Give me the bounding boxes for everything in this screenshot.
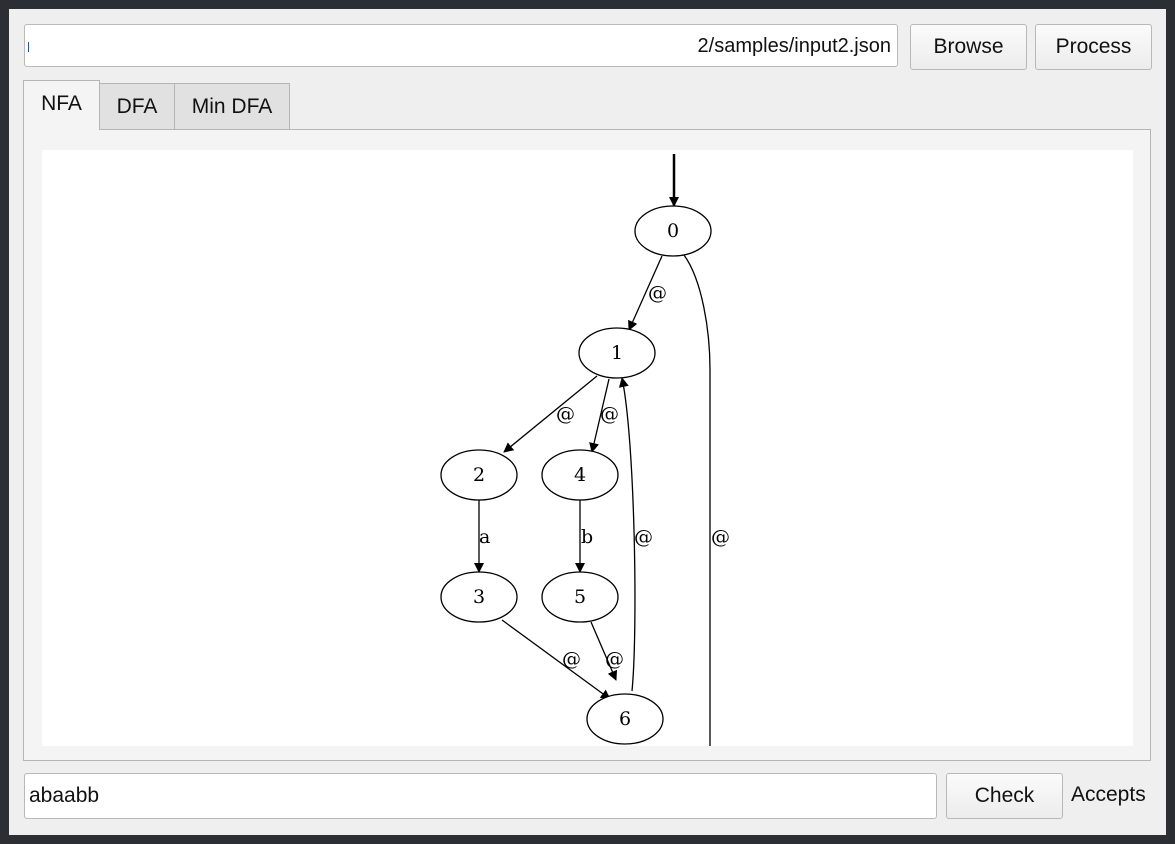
tab-dfa[interactable]: DFA — [99, 83, 175, 130]
state-label-5: 5 — [574, 586, 586, 608]
edge-5-6 — [590, 621, 618, 681]
edge-label-4-5: b — [581, 526, 593, 548]
edge-label-1-2: @ — [556, 403, 575, 425]
file-path-input[interactable]: 2/samples/input2.json — [24, 24, 898, 67]
state-label-0: 0 — [667, 220, 679, 242]
edge-1-4 — [589, 378, 610, 453]
process-button[interactable]: Process — [1035, 24, 1152, 70]
edge-label-0-1: @ — [648, 282, 667, 304]
file-path-value: 2/samples/input2.json — [697, 35, 891, 57]
state-node-3: 3 — [440, 571, 518, 623]
result-label: Accepts — [1071, 783, 1146, 806]
edge-6-1 — [618, 377, 636, 692]
main-window: 2/samples/input2.json Browse Process NFA… — [9, 9, 1166, 835]
edge-3-6 — [501, 619, 611, 700]
test-string-input[interactable]: abaabb — [24, 773, 937, 819]
state-label-6: 6 — [619, 708, 631, 730]
edge-1-2 — [503, 375, 598, 453]
edge-label-6-1: @ — [634, 526, 653, 548]
nfa-graph: @ @ @ a b @ @ @ @ 0 1 — [440, 154, 730, 746]
tab-panel: @ @ @ a b @ @ @ @ 0 1 — [23, 129, 1151, 761]
text-caret — [28, 42, 29, 52]
state-node-5: 5 — [541, 571, 619, 623]
tab-min-dfa[interactable]: Min DFA — [174, 83, 290, 130]
nfa-graph-canvas: @ @ @ a b @ @ @ @ 0 1 — [42, 150, 1133, 746]
edge-0-1 — [628, 255, 663, 331]
state-label-1: 1 — [611, 342, 623, 364]
state-node-2: 2 — [440, 449, 518, 501]
browse-button[interactable]: Browse — [910, 24, 1027, 70]
tab-nfa[interactable]: NFA — [23, 80, 100, 130]
state-node-1: 1 — [578, 327, 656, 379]
state-label-2: 2 — [473, 464, 485, 486]
state-node-0: 0 — [634, 205, 712, 257]
check-button[interactable]: Check — [946, 773, 1063, 819]
edge-label-0-7: @ — [711, 526, 730, 548]
state-label-4: 4 — [574, 464, 586, 486]
edge-label-2-3: a — [479, 526, 490, 548]
state-label-3: 3 — [473, 586, 485, 608]
edge-0-7 — [683, 254, 711, 746]
state-node-4: 4 — [541, 449, 619, 501]
edge-label-5-6: @ — [605, 648, 624, 670]
edge-label-1-4: @ — [600, 403, 619, 425]
edge-label-3-6: @ — [562, 648, 581, 670]
state-node-6: 6 — [586, 693, 664, 745]
